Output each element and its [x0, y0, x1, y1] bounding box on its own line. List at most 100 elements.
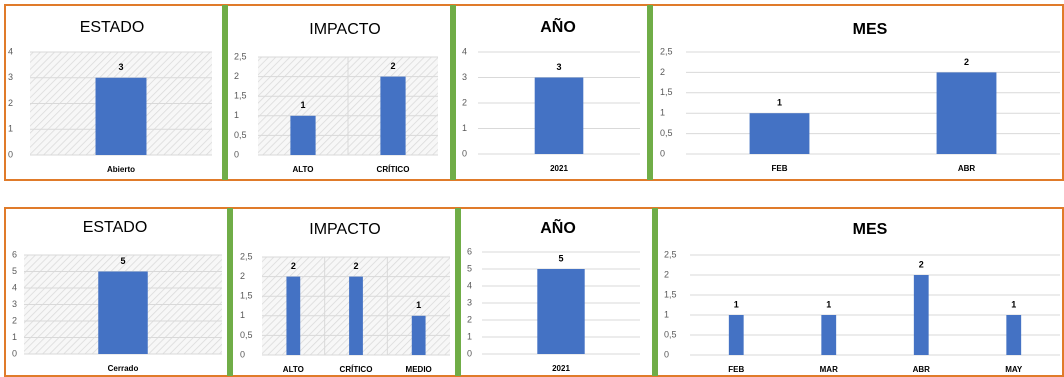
y-tick-label: 2 [660, 67, 665, 77]
y-tick-label: 2 [8, 98, 13, 108]
x-tick-label: Cerrado [108, 364, 139, 373]
y-tick-label: 0 [12, 348, 17, 358]
y-tick-label: 2,5 [664, 249, 677, 259]
bar [534, 77, 584, 154]
x-tick-label: 2021 [550, 164, 568, 173]
y-tick-label: 3 [462, 72, 467, 82]
y-tick-label: 2 [664, 269, 669, 279]
separator [652, 208, 658, 376]
separator [227, 208, 233, 376]
bar [286, 276, 301, 355]
y-tick-label: 0,5 [240, 330, 253, 340]
bar [290, 115, 316, 155]
data-label: 2 [964, 57, 969, 67]
y-tick-label: 2,5 [234, 51, 247, 61]
y-tick-label: 0 [664, 349, 669, 359]
x-tick-label: ABR [958, 164, 976, 173]
y-tick-label: 1 [240, 310, 245, 320]
x-tick-label: MAR [820, 365, 838, 374]
data-label: 1 [1011, 299, 1016, 309]
separator [222, 5, 228, 180]
y-tick-label: 1 [8, 124, 13, 134]
chart-title: ESTADO [83, 219, 148, 236]
y-tick-label: 2 [462, 97, 467, 107]
chart-title: IMPACTO [309, 221, 380, 238]
data-label: 1 [734, 299, 739, 309]
y-tick-label: 4 [12, 282, 17, 292]
x-tick-label: MEDIO [406, 365, 432, 374]
data-label: 2 [291, 261, 296, 271]
x-tick-label: FEB [728, 365, 744, 374]
y-tick-label: 2 [467, 314, 472, 324]
chart-title: AÑO [540, 16, 576, 36]
x-tick-label: ALTO [292, 165, 313, 174]
y-tick-label: 1 [664, 309, 669, 319]
y-tick-label: 0 [660, 148, 665, 158]
data-label: 5 [558, 253, 563, 263]
x-tick-label: ALTO [283, 365, 304, 374]
x-tick-label: CRÍTICO [340, 365, 373, 374]
separator [455, 208, 461, 376]
data-label: 3 [118, 62, 123, 72]
y-tick-label: 0 [467, 348, 472, 358]
y-tick-label: 3 [467, 297, 472, 307]
y-tick-label: 1 [467, 331, 472, 341]
data-label: 2 [353, 261, 358, 271]
y-tick-label: 3 [12, 299, 17, 309]
bar [411, 315, 426, 355]
y-tick-label: 5 [467, 263, 472, 273]
y-tick-label: 0,5 [234, 130, 247, 140]
y-tick-label: 1,5 [660, 87, 673, 97]
x-tick-label: ABR [913, 365, 931, 374]
data-label: 1 [416, 300, 421, 310]
bar [95, 77, 147, 155]
chart-title: MES [853, 221, 888, 238]
separator [450, 5, 456, 180]
chart-title: MES [853, 21, 888, 38]
chart-title: ESTADO [80, 19, 145, 36]
y-tick-label: 2,5 [240, 251, 253, 261]
y-tick-label: 4 [8, 46, 13, 56]
data-label: 2 [919, 259, 924, 269]
y-tick-label: 0 [240, 349, 245, 359]
y-tick-label: 4 [462, 46, 467, 56]
x-tick-label: Abierto [107, 165, 135, 174]
y-tick-label: 1 [660, 108, 665, 118]
y-tick-label: 6 [467, 246, 472, 256]
y-tick-label: 1 [462, 123, 467, 133]
y-tick-label: 6 [12, 249, 17, 259]
bar [821, 315, 837, 355]
y-tick-label: 0,5 [664, 329, 677, 339]
y-tick-label: 0 [462, 148, 467, 158]
bar [349, 276, 363, 355]
data-label: 1 [826, 299, 831, 309]
y-tick-label: 2,5 [660, 46, 673, 56]
data-label: 5 [120, 256, 125, 266]
y-tick-label: 2 [12, 315, 17, 325]
x-tick-label: 2021 [552, 364, 570, 373]
chart-title: IMPACTO [309, 21, 380, 38]
y-tick-label: 1,5 [234, 91, 247, 101]
bar [380, 76, 406, 155]
y-tick-label: 5 [12, 266, 17, 276]
data-label: 1 [777, 98, 782, 108]
bar [728, 315, 744, 355]
y-tick-label: 1 [234, 110, 239, 120]
row-frame [4, 4, 1064, 181]
x-tick-label: CRÍTICO [377, 165, 410, 174]
y-tick-label: 0 [8, 149, 13, 159]
row-frame [4, 207, 1064, 377]
data-label: 3 [556, 62, 561, 72]
y-tick-label: 2 [240, 271, 245, 281]
bar [749, 113, 810, 154]
y-tick-label: 4 [467, 280, 472, 290]
data-label: 2 [390, 61, 395, 71]
bar [537, 269, 585, 354]
y-tick-label: 3 [8, 72, 13, 82]
bar [936, 72, 997, 154]
bar [1006, 315, 1022, 355]
y-tick-label: 0,5 [660, 128, 673, 138]
x-tick-label: FEB [772, 164, 788, 173]
bar [98, 271, 148, 354]
